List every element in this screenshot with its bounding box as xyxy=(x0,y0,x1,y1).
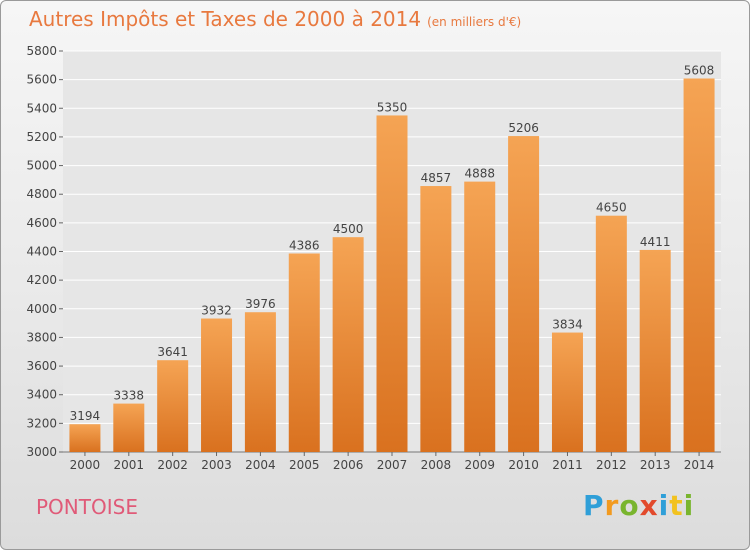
y-tick-label: 4800 xyxy=(26,187,57,201)
city-name: PONTOISE xyxy=(36,495,138,519)
bar-2005 xyxy=(288,253,320,452)
y-tick-label: 5200 xyxy=(26,130,57,144)
bar-2013 xyxy=(639,249,671,452)
x-tick-label-2005: 2005 xyxy=(289,458,320,472)
y-axis-ticks: 3000 3200 3400 3600 3800 4000 4200 4400 4600 4800… xyxy=(26,44,63,459)
data-label-2009: 4888 xyxy=(464,167,495,181)
y-tick-label: 5000 xyxy=(26,159,57,173)
y-tick-label: 3800 xyxy=(26,330,57,344)
y-tick-label: 5400 xyxy=(26,101,57,115)
x-tick-label-2014: 2014 xyxy=(684,458,715,472)
chart-title: Autres Impôts et Taxes de 2000 à 2014 xyxy=(29,7,422,31)
y-tick-label: 3400 xyxy=(26,388,57,402)
bar-2006 xyxy=(332,237,364,452)
x-tick-label-2000: 2000 xyxy=(70,458,101,472)
x-tick-label-2009: 2009 xyxy=(464,458,495,472)
data-label-2004: 3976 xyxy=(245,297,276,311)
x-tick-label-2004: 2004 xyxy=(245,458,276,472)
y-tick-label: 5600 xyxy=(26,73,57,87)
x-tick-label-2003: 2003 xyxy=(201,458,232,472)
bar-2000 xyxy=(69,424,101,452)
x-tick-label-2011: 2011 xyxy=(552,458,583,472)
data-label-2006: 4500 xyxy=(333,222,364,236)
x-tick-label-2001: 2001 xyxy=(114,458,145,472)
y-tick-label: 4400 xyxy=(26,245,57,259)
y-tick-label: 3200 xyxy=(26,416,57,430)
data-label-2003: 3932 xyxy=(201,304,232,318)
x-tick-label-2012: 2012 xyxy=(596,458,627,472)
x-tick-label-2010: 2010 xyxy=(508,458,539,472)
y-tick-label: 4200 xyxy=(26,273,57,287)
data-label-2002: 3641 xyxy=(157,345,188,359)
bar-2004 xyxy=(244,312,276,452)
data-label-2014: 5608 xyxy=(684,63,715,77)
data-label-2007: 5350 xyxy=(377,100,408,114)
bar-2001 xyxy=(113,403,145,452)
proxiti-logo: Proxiti xyxy=(583,489,695,522)
x-axis-ticks: 2000 2001 2002 2003 2004 2005 2006 2007 2008 2009… xyxy=(70,452,715,472)
x-tick-label-2006: 2006 xyxy=(333,458,364,472)
x-tick-label-2007: 2007 xyxy=(377,458,408,472)
bar-2012 xyxy=(595,215,627,452)
x-tick-label-2008: 2008 xyxy=(421,458,452,472)
y-tick-label: 3000 xyxy=(26,445,57,459)
data-label-2008: 4857 xyxy=(421,171,452,185)
y-tick-label: 5800 xyxy=(26,44,57,58)
y-tick-label: 4000 xyxy=(26,302,57,316)
x-tick-label-2002: 2002 xyxy=(157,458,188,472)
bar-2009 xyxy=(464,181,496,452)
bar-2008 xyxy=(420,186,452,452)
data-label-2005: 4386 xyxy=(289,239,320,253)
data-label-2011: 3834 xyxy=(552,318,583,332)
y-tick-label: 4600 xyxy=(26,216,57,230)
data-label-2012: 4650 xyxy=(596,201,627,215)
bar-2011 xyxy=(551,332,583,452)
x-tick-label-2013: 2013 xyxy=(640,458,671,472)
y-tick-label: 3600 xyxy=(26,359,57,373)
bar-2002 xyxy=(157,360,189,452)
bars: 3194 3338 3641 3932 3976 4386 4500 5350 4857 4888… xyxy=(69,63,715,453)
data-label-2000: 3194 xyxy=(70,409,101,423)
data-label-2013: 4411 xyxy=(640,235,671,249)
data-label-2001: 3338 xyxy=(114,389,145,403)
chart-subtitle: (en milliers d'€) xyxy=(427,15,522,29)
bar-2007 xyxy=(376,115,408,453)
bar-2014 xyxy=(683,78,715,453)
data-label-2010: 5206 xyxy=(508,121,539,135)
bar-2010 xyxy=(508,136,540,453)
bar-2003 xyxy=(201,318,233,452)
chart-title-block: Autres Impôts et Taxes de 2000 à 2014 (en… xyxy=(29,7,521,31)
